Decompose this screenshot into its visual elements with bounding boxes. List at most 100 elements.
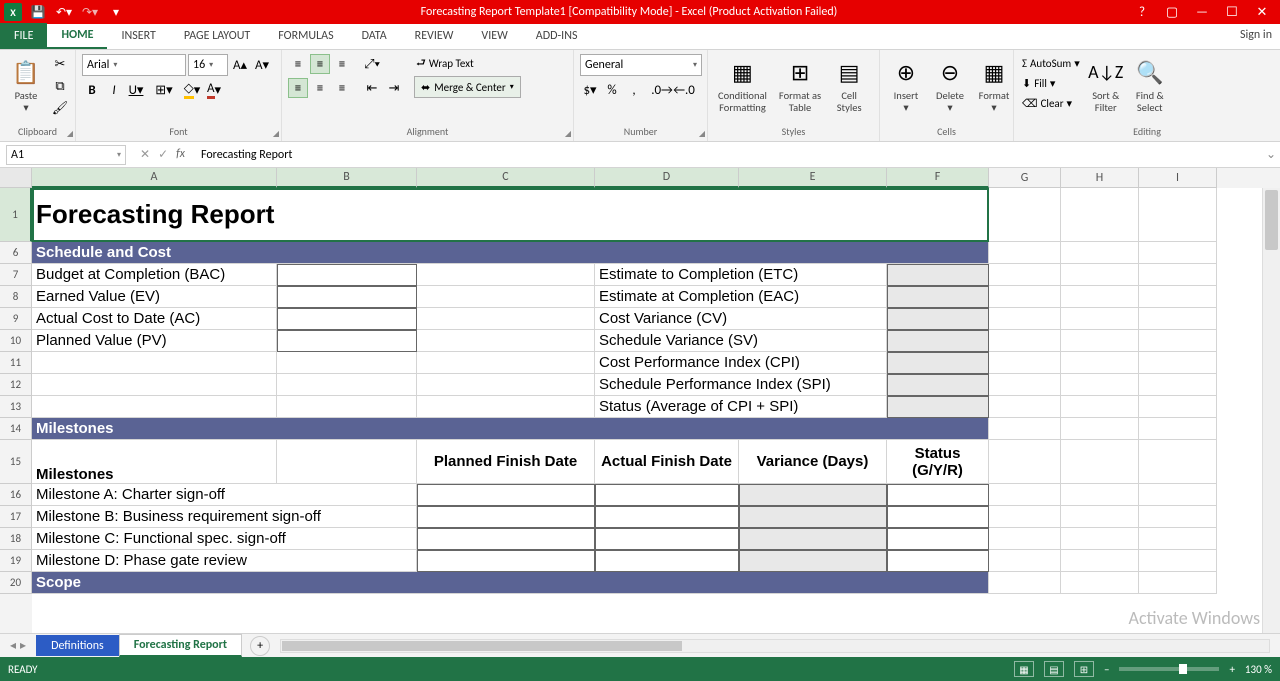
cell-input[interactable] — [417, 528, 595, 550]
close-icon[interactable]: ✕ — [1252, 2, 1272, 22]
row-header[interactable]: 20 — [0, 572, 32, 594]
cell-computed[interactable] — [887, 308, 989, 330]
paste-button[interactable]: 📋 Paste▾ — [6, 54, 46, 115]
cell[interactable] — [1061, 308, 1139, 330]
autosum-button[interactable]: ΣAutoSum ▾ — [1020, 54, 1082, 72]
cell[interactable] — [989, 188, 1061, 242]
col-header-c[interactable]: C — [417, 168, 595, 188]
expand-formula-bar-icon[interactable]: ⌄ — [1262, 147, 1280, 162]
merge-center-button[interactable]: ⬌Merge & Center▾ — [414, 76, 521, 98]
row-header[interactable]: 12 — [0, 374, 32, 396]
cell[interactable]: Schedule Variance (SV) — [595, 330, 887, 352]
page-break-view-icon[interactable]: ⊞ — [1074, 661, 1094, 677]
find-select-button[interactable]: 🔍Find & Select — [1130, 54, 1170, 115]
number-dialog-icon[interactable]: ◢ — [699, 129, 705, 139]
tab-home[interactable]: HOME — [47, 23, 107, 49]
increase-indent-icon[interactable]: ⇥ — [384, 78, 404, 98]
cell-title[interactable]: Forecasting Report — [32, 188, 989, 242]
tab-view[interactable]: VIEW — [467, 23, 521, 49]
align-center-icon[interactable]: ≡ — [310, 78, 330, 98]
save-icon[interactable]: 💾 — [28, 2, 48, 22]
percent-format-icon[interactable]: % — [602, 80, 622, 100]
new-sheet-button[interactable]: + — [250, 636, 270, 656]
maximize-icon[interactable]: ☐ — [1222, 2, 1242, 22]
format-as-table-button[interactable]: ⊞Format as Table — [775, 54, 825, 115]
cell[interactable] — [417, 286, 595, 308]
conditional-formatting-button[interactable]: ▦Conditional Formatting — [714, 54, 771, 115]
cell-input[interactable] — [595, 484, 739, 506]
cell[interactable] — [417, 352, 595, 374]
cell[interactable] — [417, 396, 595, 418]
tab-nav-first-icon[interactable]: ◂ — [10, 638, 16, 653]
format-painter-icon[interactable]: 🖌 — [50, 98, 70, 118]
cell-input[interactable] — [277, 330, 417, 352]
qat-customize-icon[interactable]: ▾ — [106, 2, 126, 22]
cell[interactable]: Planned Value (PV) — [32, 330, 277, 352]
cell-input[interactable] — [277, 308, 417, 330]
col-header-i[interactable]: I — [1139, 168, 1217, 188]
name-box[interactable]: A1▾ — [6, 145, 126, 165]
cell[interactable] — [1139, 374, 1217, 396]
cell[interactable] — [989, 374, 1061, 396]
col-header-a[interactable]: A — [32, 168, 277, 188]
fill-button[interactable]: ⬇Fill ▾ — [1020, 74, 1082, 92]
cell-section-header[interactable]: Schedule and Cost — [32, 242, 989, 264]
cell-input[interactable] — [417, 550, 595, 572]
cell-input[interactable] — [595, 528, 739, 550]
cell-section-header[interactable]: Scope — [32, 572, 989, 594]
cell[interactable] — [989, 308, 1061, 330]
cell[interactable] — [417, 308, 595, 330]
cell-header[interactable]: Actual Finish Date — [595, 440, 739, 484]
cell-computed[interactable] — [739, 550, 887, 572]
col-header-f[interactable]: F — [887, 168, 989, 188]
row-header[interactable]: 7 — [0, 264, 32, 286]
select-all-corner[interactable] — [0, 168, 32, 188]
tab-formulas[interactable]: FORMULAS — [264, 23, 347, 49]
cell[interactable] — [989, 550, 1061, 572]
cell[interactable]: Cost Variance (CV) — [595, 308, 887, 330]
comma-format-icon[interactable]: , — [624, 80, 644, 100]
align-bottom-icon[interactable]: ≡ — [332, 54, 352, 74]
cell[interactable] — [277, 396, 417, 418]
row-header[interactable]: 19 — [0, 550, 32, 572]
tab-data[interactable]: DATA — [348, 23, 401, 49]
cell-computed[interactable] — [739, 506, 887, 528]
sheet-tab[interactable]: Forecasting Report — [119, 634, 242, 657]
cell[interactable] — [1061, 330, 1139, 352]
help-icon[interactable]: ? — [1132, 2, 1152, 22]
cell[interactable] — [1061, 396, 1139, 418]
cell[interactable] — [1061, 572, 1139, 594]
cell-computed[interactable] — [739, 484, 887, 506]
redo-icon[interactable]: ↷▾ — [80, 2, 100, 22]
row-header[interactable]: 14 — [0, 418, 32, 440]
cell[interactable] — [1139, 188, 1217, 242]
cell-computed[interactable] — [887, 374, 989, 396]
align-middle-icon[interactable]: ≡ — [310, 54, 330, 74]
cell[interactable] — [989, 506, 1061, 528]
cell[interactable] — [989, 330, 1061, 352]
ribbon-display-icon[interactable]: ▢ — [1162, 2, 1182, 22]
number-format-select[interactable]: General▾ — [580, 54, 702, 76]
align-left-icon[interactable]: ≡ — [288, 78, 308, 98]
cell-header[interactable]: Status (G/Y/R) — [887, 440, 989, 484]
cell[interactable] — [1139, 264, 1217, 286]
cell[interactable] — [1061, 188, 1139, 242]
col-header-b[interactable]: B — [277, 168, 417, 188]
cell[interactable] — [277, 374, 417, 396]
cell[interactable] — [1061, 440, 1139, 484]
cell[interactable] — [1139, 286, 1217, 308]
col-header-g[interactable]: G — [989, 168, 1061, 188]
row-header[interactable]: 17 — [0, 506, 32, 528]
enter-formula-icon[interactable]: ✓ — [158, 147, 168, 162]
zoom-slider-thumb[interactable] — [1179, 664, 1187, 674]
cell-computed[interactable] — [887, 352, 989, 374]
cell[interactable] — [1139, 308, 1217, 330]
copy-icon[interactable]: ⧉ — [50, 76, 70, 96]
cell-header[interactable]: Variance (Days) — [739, 440, 887, 484]
cell-input[interactable] — [277, 264, 417, 286]
cell[interactable] — [1139, 330, 1217, 352]
cell-input[interactable] — [417, 506, 595, 528]
row-header[interactable]: 6 — [0, 242, 32, 264]
cell[interactable] — [1061, 242, 1139, 264]
cell[interactable] — [1139, 418, 1217, 440]
